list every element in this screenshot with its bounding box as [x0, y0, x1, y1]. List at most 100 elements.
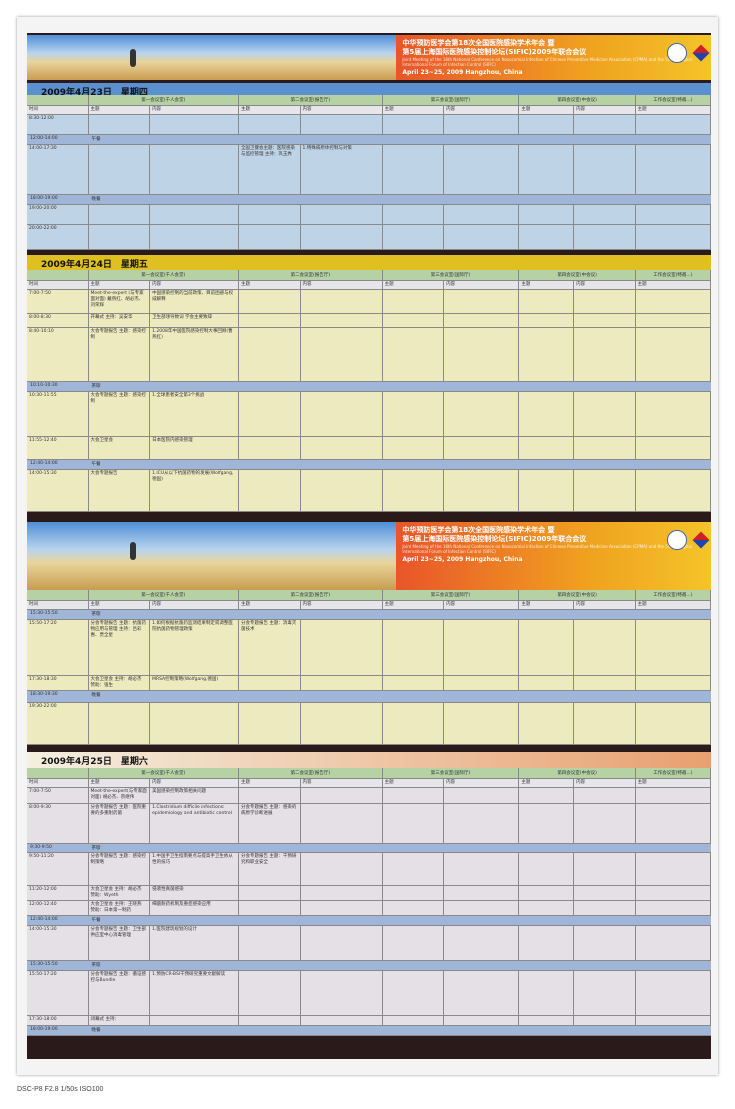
session-cell: Meet-the-expert (与专家面对面) 戴燕红、胡必杰、刘荣辉: [89, 290, 151, 313]
session-cell: [574, 804, 636, 843]
session-row: 14:00-17:30 全国卫健会主题：医院感染与监控管理 主持：巩玉秀 1.特殊病…: [27, 145, 711, 195]
content-header: 内容: [150, 779, 239, 787]
time-header: 时间: [27, 281, 89, 289]
time-cell: 14:00-17:30: [27, 145, 89, 194]
content-header: 内容: [444, 601, 520, 609]
time-cell: 15:50-17:20: [27, 620, 89, 675]
room-header: 第二会议室(报告厅): [239, 270, 383, 280]
session-row: 11:20-12:00 大会卫星会 主持：胡必杰 赞助：Wyeth 侵袭性真菌感染: [27, 886, 711, 901]
session-row: 15:50-17:20 分会专题报告 主题：抗菌药物应用与管理 主持：吕彩惠、贾全…: [27, 620, 711, 676]
session-cell: [519, 620, 575, 675]
session-cell: [239, 886, 301, 900]
banner-dates: April 23~25, 2009 Hangzhou, China: [402, 556, 523, 563]
session-cell: [444, 328, 520, 381]
session-cell: [239, 314, 301, 327]
session-cell: [574, 1016, 636, 1025]
topic-header: 主题: [636, 106, 711, 114]
session-cell: [444, 620, 520, 675]
room-header-row: 第一会议室(千人会堂) 第二会议室(报告厅) 第三会议室(国际厅) 第四会议室(中会议…: [27, 95, 711, 106]
session-cell: [519, 437, 575, 459]
session-cell: [383, 314, 445, 327]
session-cell: [444, 1016, 520, 1025]
session-cell: [574, 115, 636, 134]
session-cell: [239, 703, 301, 744]
session-cell: 1.中国手卫生指南要点与提高手卫生依从性的技巧: [150, 853, 239, 885]
session-row: 14:00-15:30 大会专题报告 1.ICU从以下抗菌药物的发展(Wolfgan…: [27, 470, 711, 512]
content-header: 内容: [301, 601, 383, 609]
session-cell: 1.医院建筑规划的设计: [150, 926, 239, 960]
room-header-row: 第一会议室(千人会堂) 第二会议室(报告厅) 第三会议室(国际厅) 第四会议室(中会议…: [27, 270, 711, 281]
session-cell: [150, 145, 239, 194]
banner-title-cn: 第5届上海国际医院感染控制论坛(SIFIC)2009年联合会议: [402, 48, 587, 56]
time-cell: 15:30-15:50: [30, 962, 58, 967]
session-cell: [636, 328, 711, 381]
time-cell: 8:00-8:30: [27, 314, 89, 327]
banner-title-cn: 中华预防医学会第18次全国医院感染学术年会 暨: [402, 39, 555, 47]
session-cell: [383, 470, 445, 511]
topic-header: 主题: [239, 601, 301, 609]
session-cell: [636, 886, 711, 900]
session-cell: 分会专题报告 主题：消毒灭菌技术: [239, 620, 301, 675]
session-cell: [636, 225, 711, 249]
session-cell: [444, 926, 520, 960]
session-cell: [636, 1016, 711, 1025]
schedule-table: 第一会议室(千人会堂) 第二会议室(报告厅) 第三会议室(国际厅) 第四会议室(中会议…: [27, 270, 711, 512]
session-row: 8:00-9:30 分会专题报告 主题：医院重要的多重耐药菌 1.Clostridi…: [27, 804, 711, 844]
session-cell: 1.特殊病原体控制与对策: [301, 145, 383, 194]
session-cell: [383, 620, 445, 675]
session-row: 19:00-20:00: [27, 205, 711, 225]
session-cell: [636, 901, 711, 915]
banner-dates: April 23~25, 2009 Hangzhou, China: [402, 69, 523, 76]
room-header: 第三会议室(国际厅): [383, 270, 520, 280]
session-cell: [636, 392, 711, 436]
session-cell: [519, 788, 575, 803]
session-cell: 1.Clostridium difficile infections: epid…: [150, 804, 239, 843]
break-row: 12:00-14:00 午餐: [27, 135, 711, 145]
session-cell: [574, 470, 636, 511]
session-cell: [89, 115, 151, 134]
session-cell: [519, 470, 575, 511]
session-cell: 大会卫星会 主持：胡必杰 赞助：强生: [89, 676, 151, 690]
session-cell: [239, 676, 301, 690]
session-cell: [444, 788, 520, 803]
session-cell: 全国卫健会主题：医院感染与监控管理 主持：巩玉秀: [239, 145, 301, 194]
session-cell: [239, 1016, 301, 1025]
session-cell: [301, 328, 383, 381]
session-cell: [519, 328, 575, 381]
session-cell: [636, 314, 711, 327]
session-cell: [519, 145, 575, 194]
session-cell: [444, 901, 520, 915]
break-label: 午餐: [91, 462, 101, 467]
topic-header: 主题: [383, 779, 445, 787]
session-cell: [519, 290, 575, 313]
break-row: 18:30-19:30 晚餐: [27, 691, 711, 703]
session-cell: [574, 926, 636, 960]
time-cell: 12:40-14:00: [30, 917, 58, 922]
topic-header: 主题: [239, 779, 301, 787]
topic-header: 主题: [383, 106, 445, 114]
session-cell: MRSA控制策略(Wolfgang,德国): [150, 676, 239, 690]
day-header: 2009年4月23日 星期四: [27, 83, 711, 98]
time-cell: 12:00-12:40: [27, 901, 89, 915]
session-cell: [301, 788, 383, 803]
session-cell: [636, 470, 711, 511]
session-cell: [444, 314, 520, 327]
banner-title: 中华预防医学会第18次全国医院感染学术年会 暨第5届上海国际医院感染控制论坛(S…: [396, 522, 711, 590]
session-cell: [383, 901, 445, 915]
content-header: 内容: [301, 106, 383, 114]
session-cell: [301, 703, 383, 744]
session-cell: [519, 676, 575, 690]
session-cell: [519, 115, 575, 134]
time-cell: 12:00-14:00: [30, 136, 58, 141]
session-cell: [150, 205, 239, 224]
session-cell: [89, 225, 151, 249]
session-cell: [239, 392, 301, 436]
session-cell: 中国感染控制的当前政策、目前困惑与权威解释: [150, 290, 239, 313]
session-cell: [444, 437, 520, 459]
room-header: 第四会议室(中会议): [519, 590, 636, 600]
session-row: 11:55-12:40 大会卫星会 日本医院内感染管理: [27, 437, 711, 460]
session-cell: [444, 886, 520, 900]
session-cell: [239, 788, 301, 803]
break-label: 午餐: [91, 137, 101, 142]
session-cell: [150, 225, 239, 249]
